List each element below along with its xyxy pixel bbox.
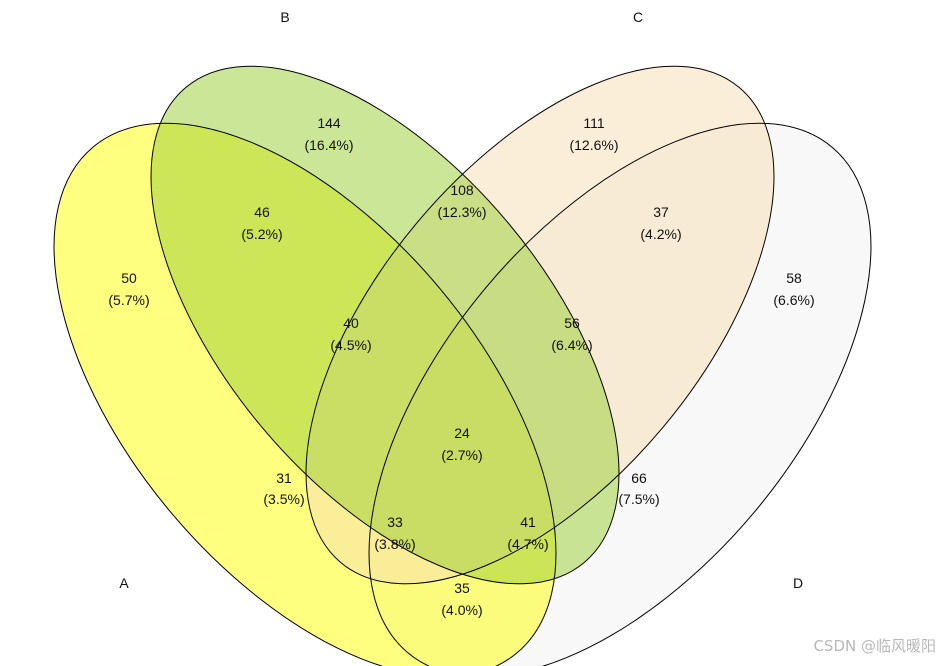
region-abcd-pct: (2.7%) bbox=[441, 447, 482, 463]
set-label-b: B bbox=[280, 9, 289, 25]
region-ac-pct: (3.5%) bbox=[263, 491, 304, 507]
region-labels: 50 (5.7%) 144 (16.4%) 111 (12.6%) 58 (6.… bbox=[108, 115, 814, 618]
region-d-count: 58 bbox=[786, 270, 802, 286]
set-label-c: C bbox=[633, 9, 643, 25]
region-abcd-count: 24 bbox=[454, 425, 470, 441]
region-cd-count: 37 bbox=[653, 204, 669, 220]
region-a-pct: (5.7%) bbox=[108, 292, 149, 308]
region-bcd-count: 56 bbox=[564, 315, 580, 331]
region-abc-count: 40 bbox=[343, 315, 359, 331]
region-bd-count: 66 bbox=[631, 470, 647, 486]
set-label-d: D bbox=[793, 575, 803, 591]
region-bc-pct: (12.3%) bbox=[437, 204, 486, 220]
outline-d bbox=[368, 122, 872, 666]
region-c-count: 111 bbox=[583, 115, 604, 131]
region-c-pct: (12.6%) bbox=[569, 137, 618, 153]
region-cd-pct: (4.2%) bbox=[640, 226, 681, 242]
region-ab-pct: (5.2%) bbox=[241, 226, 282, 242]
set-label-a: A bbox=[119, 575, 129, 591]
region-ab-count: 46 bbox=[254, 204, 270, 220]
region-ac-count: 31 bbox=[276, 470, 292, 486]
region-bd-pct: (7.5%) bbox=[618, 491, 659, 507]
region-a-count: 50 bbox=[121, 270, 137, 286]
region-b-count: 144 bbox=[317, 115, 341, 131]
region-acd-count: 33 bbox=[387, 514, 403, 530]
outline-c bbox=[305, 65, 775, 585]
region-bc-count: 108 bbox=[450, 182, 474, 198]
region-ad-count: 35 bbox=[454, 580, 470, 596]
outline-b bbox=[150, 65, 620, 585]
ellipse-b bbox=[151, 66, 619, 584]
region-ad-pct: (4.0%) bbox=[441, 602, 482, 618]
watermark: CSDN @临风暖阳 bbox=[813, 637, 936, 655]
region-abc-pct: (4.5%) bbox=[330, 337, 371, 353]
region-bcd-pct: (6.4%) bbox=[551, 337, 592, 353]
region-d-pct: (6.6%) bbox=[773, 292, 814, 308]
outline-a bbox=[53, 122, 557, 666]
region-b-pct: (16.4%) bbox=[304, 137, 353, 153]
region-abd-count: 41 bbox=[520, 514, 536, 530]
region-acd-pct: (3.8%) bbox=[374, 536, 415, 552]
region-abd-pct: (4.7%) bbox=[507, 536, 548, 552]
